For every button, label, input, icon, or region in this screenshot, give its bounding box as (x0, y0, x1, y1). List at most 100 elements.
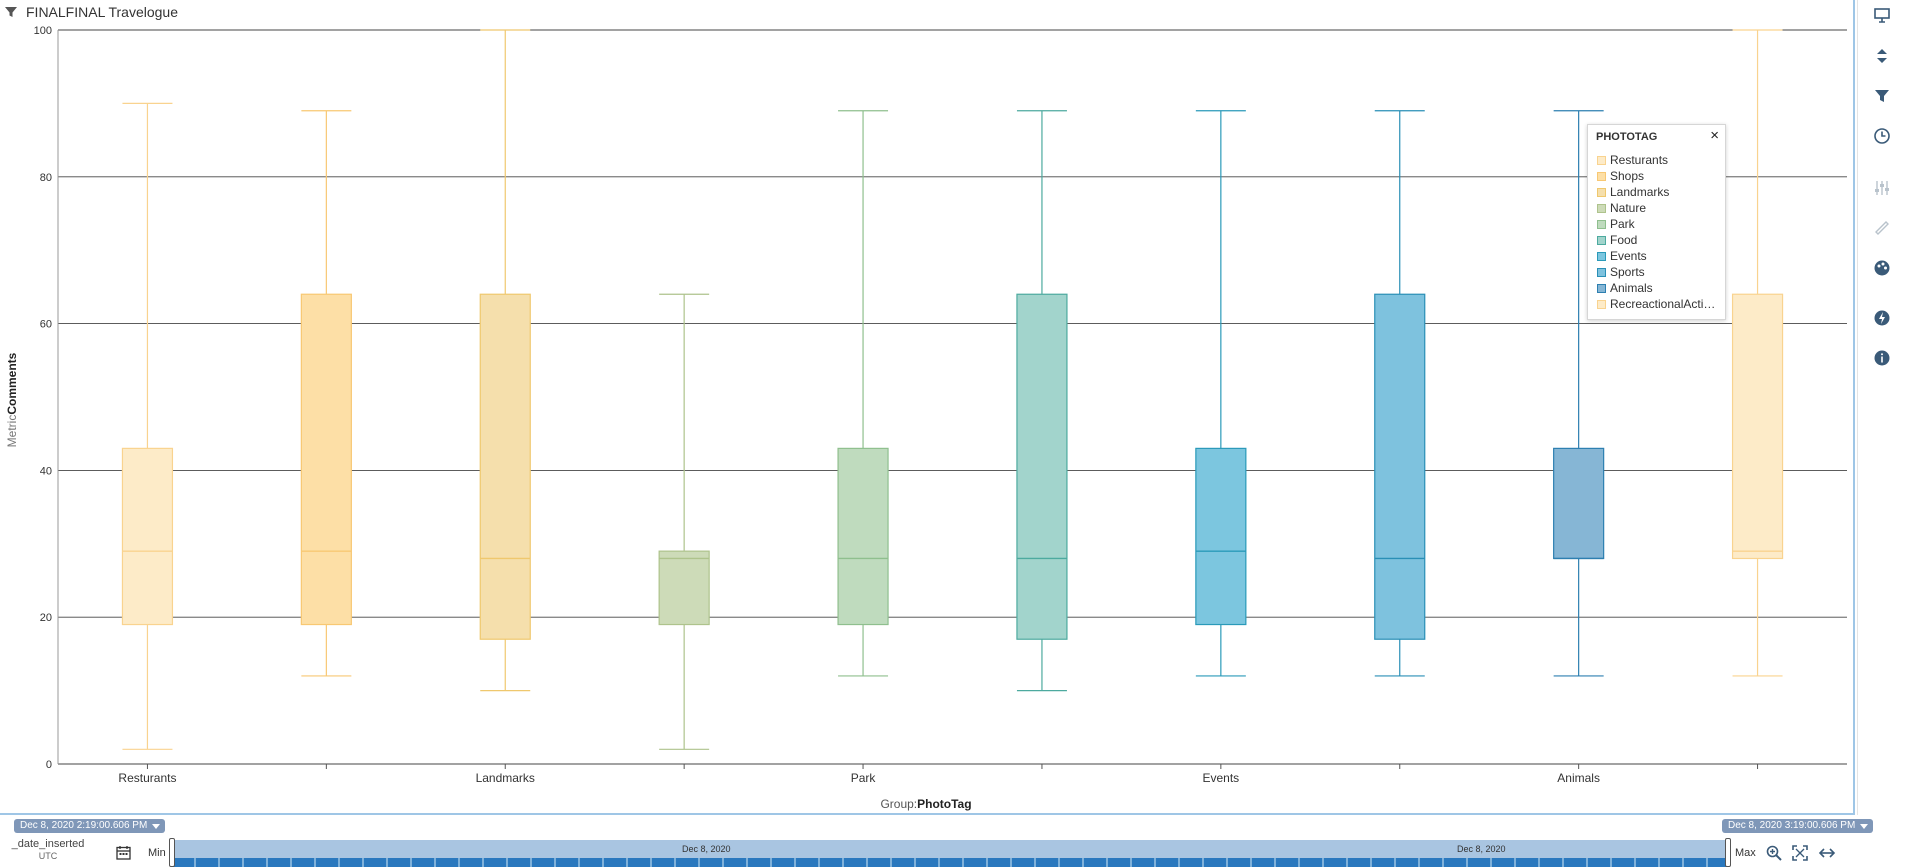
y-axis-label: Comments (5, 352, 19, 414)
filter-icon[interactable] (4, 5, 18, 19)
x-tick-label: Animals (1557, 771, 1600, 785)
x-tick-label: Landmarks (476, 771, 535, 785)
x-tick-label: Park (851, 771, 877, 785)
legend-label: RecreactionalActivi... (1610, 297, 1720, 311)
box-resturants (121, 102, 174, 750)
x-axis-prefix: Group: (880, 797, 917, 811)
sort-icon[interactable] (1872, 46, 1892, 66)
x-tick-label: Events (1203, 771, 1240, 785)
legend-label: Food (1610, 233, 1638, 247)
time-field-name: _date_inserted (11, 838, 85, 850)
legend-item[interactable]: Food (1597, 232, 1720, 248)
box-recreactionalactivities (1731, 29, 1784, 677)
page-title: FINALFINAL Travelogue (26, 4, 178, 20)
iqr-box (1016, 293, 1068, 640)
y-tick-label: 0 (46, 759, 52, 771)
start-time-dropdown[interactable]: Dec 8, 2020 2:19:00.606 PM (14, 819, 166, 833)
filter-icon[interactable] (1872, 86, 1892, 106)
expand-horizontal-icon[interactable] (1818, 845, 1836, 866)
track-date-label: Dec 8, 2020 (682, 844, 731, 854)
legend-label: Resturants (1610, 153, 1669, 167)
legend-item[interactable]: Sports (1597, 264, 1720, 280)
legend-swatch (1597, 267, 1606, 277)
legend-label: Shops (1610, 169, 1645, 183)
box-events (1195, 110, 1247, 677)
range-end-handle[interactable] (1725, 838, 1731, 867)
x-tick-label: Resturants (118, 771, 176, 785)
iqr-box (1731, 293, 1784, 560)
box-animals (1553, 110, 1605, 677)
iqr-box (658, 550, 710, 626)
legend-swatch (1597, 251, 1606, 261)
legend-swatch (1597, 219, 1606, 229)
legend-swatch (1597, 187, 1606, 197)
box-sports (1374, 110, 1426, 677)
min-label[interactable]: Min (148, 847, 166, 859)
iqr-box (479, 293, 531, 640)
close-icon[interactable]: × (1710, 127, 1719, 144)
range-start-handle[interactable] (169, 838, 175, 867)
time-range-track[interactable]: Dec 8, 2020 Dec 8, 2020 (169, 838, 1731, 867)
sliders-icon (1872, 178, 1892, 198)
palette-icon[interactable] (1872, 258, 1892, 278)
box-nature (658, 293, 710, 750)
presentation-icon[interactable] (1872, 5, 1892, 25)
legend-swatch (1597, 283, 1606, 293)
y-tick-label: 80 (40, 172, 52, 184)
x-axis-title: Group:PhotoTag (880, 797, 971, 811)
end-time-dropdown[interactable]: Dec 8, 2020 3:19:00.606 PM (1722, 819, 1874, 833)
legend-item[interactable]: Park (1597, 216, 1720, 232)
info-icon[interactable] (1872, 348, 1892, 368)
y-axis-title: MetricComments (5, 352, 19, 447)
legend-panel: PHOTOTAG × Resturants Shops Landmarks Natur… (1587, 124, 1726, 320)
box-park (837, 110, 889, 677)
time-field[interactable]: _date_inserted UTC (6, 838, 90, 862)
time-bar: Dec 8, 2020 2:19:00.606 PM Dec 8, 2020 3… (0, 815, 1905, 867)
legend-label: Sports (1610, 265, 1645, 279)
right-toolbar (1857, 0, 1905, 815)
legend-item[interactable]: Nature (1597, 200, 1720, 216)
lightning-icon[interactable] (1872, 308, 1892, 328)
end-time-label: Dec 8, 2020 3:19:00.606 PM (1728, 820, 1856, 831)
y-axis-prefix: Metric (5, 415, 19, 448)
box-shops (300, 110, 352, 677)
legend-item[interactable]: Landmarks (1597, 184, 1720, 200)
track-date-label: Dec 8, 2020 (1457, 844, 1506, 854)
histogram-bars (172, 858, 1728, 867)
y-tick-label: 40 (40, 465, 52, 477)
chevron-down-icon (152, 824, 161, 829)
start-time-label: Dec 8, 2020 2:19:00.606 PM (20, 820, 148, 831)
time-tools (1766, 845, 1836, 866)
legend-swatch (1597, 203, 1606, 213)
legend-title: PHOTOTAG (1596, 131, 1658, 143)
legend-item[interactable]: Events (1597, 248, 1720, 264)
legend-label: Animals (1610, 281, 1653, 295)
max-label[interactable]: Max (1735, 847, 1756, 859)
calendar-icon[interactable] (116, 845, 131, 865)
iqr-box (121, 447, 174, 626)
legend-label: Park (1610, 217, 1635, 231)
header: FINALFINAL Travelogue (4, 2, 178, 22)
legend-swatch (1597, 155, 1606, 165)
x-axis-label: PhotoTag (917, 797, 971, 811)
y-tick-label: 100 (34, 25, 52, 37)
timezone-label: UTC (38, 851, 58, 861)
zoom-in-icon[interactable] (1766, 845, 1782, 866)
legend-item[interactable]: RecreactionalActivi... (1597, 296, 1720, 312)
chart-panel (0, 0, 1855, 815)
legend-item[interactable]: Shops (1597, 168, 1720, 184)
legend-swatch (1597, 171, 1606, 181)
legend-item[interactable]: Resturants (1597, 152, 1720, 168)
legend-label: Events (1610, 249, 1647, 263)
iqr-box (300, 293, 352, 626)
ruler-icon (1872, 218, 1892, 238)
fit-to-range-icon[interactable] (1792, 845, 1808, 866)
box-food (1016, 110, 1068, 692)
box-plot-chart: 0 20 40 60 80 100 Resturants Landmarks Park Event… (5, 25, 1847, 811)
iqr-box (1553, 447, 1605, 560)
legend-swatch (1597, 299, 1606, 309)
chevron-down-icon (1860, 824, 1869, 829)
legend-item[interactable]: Animals (1597, 280, 1720, 296)
clock-icon[interactable] (1872, 126, 1892, 146)
iqr-box (1195, 447, 1247, 626)
